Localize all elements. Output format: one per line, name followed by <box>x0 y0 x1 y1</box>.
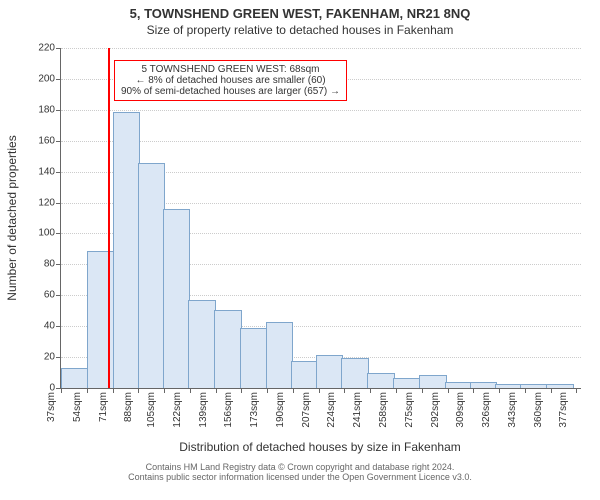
histogram-bar <box>316 355 344 388</box>
histogram-bar <box>61 368 89 388</box>
x-tick-label: 139sqm <box>198 392 209 428</box>
x-tick-mark <box>499 388 500 393</box>
x-tick-label: 292sqm <box>430 392 441 428</box>
x-tick-mark <box>576 388 577 393</box>
histogram-bar <box>214 310 242 388</box>
y-tick-label: 180 <box>38 104 61 115</box>
x-tick-mark <box>190 388 191 393</box>
x-tick-mark <box>164 388 165 393</box>
plot-area: 02040608010012014016018020022037sqm54sqm… <box>60 48 581 389</box>
x-tick-mark <box>319 388 320 393</box>
annotation-line: 90% of semi-detached houses are larger (… <box>121 86 340 97</box>
histogram-bar <box>163 209 191 388</box>
histogram-bar <box>138 163 164 388</box>
chart-container: 5, TOWNSHEND GREEN WEST, FAKENHAM, NR21 … <box>0 0 600 500</box>
x-tick-label: 37sqm <box>46 392 57 422</box>
y-tick-label: 100 <box>38 228 61 239</box>
y-tick-label: 120 <box>38 197 61 208</box>
y-tick-label: 20 <box>44 352 61 363</box>
x-tick-mark <box>448 388 449 393</box>
annotation-box: 5 TOWNSHEND GREEN WEST: 68sqm← 8% of det… <box>114 60 347 101</box>
histogram-bar <box>520 384 548 388</box>
chart-subtitle: Size of property relative to detached ho… <box>0 21 600 37</box>
x-tick-mark <box>113 388 114 393</box>
histogram-bar <box>188 300 216 388</box>
x-tick-label: 275sqm <box>404 392 415 428</box>
x-tick-label: 156sqm <box>224 392 235 428</box>
x-tick-label: 173sqm <box>249 392 260 428</box>
x-tick-mark <box>370 388 371 393</box>
x-tick-mark <box>473 388 474 393</box>
histogram-bar <box>495 384 523 388</box>
y-axis-label: Number of detached properties <box>5 135 19 300</box>
x-tick-label: 241sqm <box>352 392 363 428</box>
y-tick-label: 60 <box>44 290 61 301</box>
x-tick-mark <box>216 388 217 393</box>
x-tick-label: 343sqm <box>507 392 518 428</box>
x-tick-mark <box>551 388 552 393</box>
x-tick-mark <box>344 388 345 393</box>
x-tick-label: 88sqm <box>123 392 134 422</box>
footer-line2: Contains public sector information licen… <box>0 472 600 482</box>
histogram-bar <box>367 373 395 388</box>
x-tick-label: 105sqm <box>146 392 157 428</box>
footer: Contains HM Land Registry data © Crown c… <box>0 462 600 482</box>
histogram-bar <box>393 378 421 388</box>
x-tick-label: 207sqm <box>301 392 312 428</box>
x-tick-mark <box>396 388 397 393</box>
x-axis-label: Distribution of detached houses by size … <box>60 440 580 454</box>
x-tick-mark <box>422 388 423 393</box>
histogram-bar <box>87 251 115 388</box>
chart-title: 5, TOWNSHEND GREEN WEST, FAKENHAM, NR21 … <box>0 0 600 21</box>
y-tick-label: 80 <box>44 259 61 270</box>
x-tick-label: 54sqm <box>72 392 83 422</box>
y-tick-label: 40 <box>44 321 61 332</box>
grid-line <box>61 110 581 111</box>
histogram-bar <box>240 328 268 388</box>
histogram-bar <box>113 112 141 388</box>
y-tick-label: 140 <box>38 166 61 177</box>
histogram-bar <box>546 384 574 388</box>
x-tick-label: 258sqm <box>378 392 389 428</box>
histogram-bar <box>341 358 369 388</box>
x-tick-label: 309sqm <box>456 392 467 428</box>
annotation-line: ← 8% of detached houses are smaller (60) <box>121 75 340 86</box>
x-tick-label: 224sqm <box>327 392 338 428</box>
x-tick-mark <box>293 388 294 393</box>
x-tick-label: 122sqm <box>172 392 183 428</box>
y-tick-label: 160 <box>38 135 61 146</box>
y-tick-label: 220 <box>38 43 61 54</box>
histogram-bar <box>419 375 447 388</box>
x-tick-label: 326sqm <box>481 392 492 428</box>
x-tick-mark <box>61 388 62 393</box>
x-tick-mark <box>87 388 88 393</box>
annotation-line: 5 TOWNSHEND GREEN WEST: 68sqm <box>121 64 340 75</box>
histogram-bar <box>445 382 473 388</box>
x-tick-label: 190sqm <box>275 392 286 428</box>
footer-line1: Contains HM Land Registry data © Crown c… <box>0 462 600 472</box>
x-tick-label: 71sqm <box>98 392 109 422</box>
x-tick-mark <box>525 388 526 393</box>
x-tick-label: 377sqm <box>559 392 570 428</box>
property-marker-line <box>108 48 110 388</box>
x-tick-mark <box>138 388 139 393</box>
histogram-bar <box>291 361 317 388</box>
x-tick-mark <box>241 388 242 393</box>
histogram-bar <box>266 322 294 388</box>
y-tick-label: 200 <box>38 73 61 84</box>
histogram-bar <box>470 382 496 388</box>
grid-line <box>61 48 581 49</box>
x-tick-mark <box>267 388 268 393</box>
x-tick-label: 360sqm <box>533 392 544 428</box>
